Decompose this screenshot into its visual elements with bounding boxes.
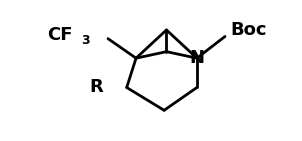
Text: Boc: Boc bbox=[230, 21, 267, 39]
Text: N: N bbox=[189, 49, 204, 67]
Text: 3: 3 bbox=[81, 34, 90, 47]
Text: CF: CF bbox=[47, 26, 72, 44]
Text: R: R bbox=[89, 79, 103, 96]
